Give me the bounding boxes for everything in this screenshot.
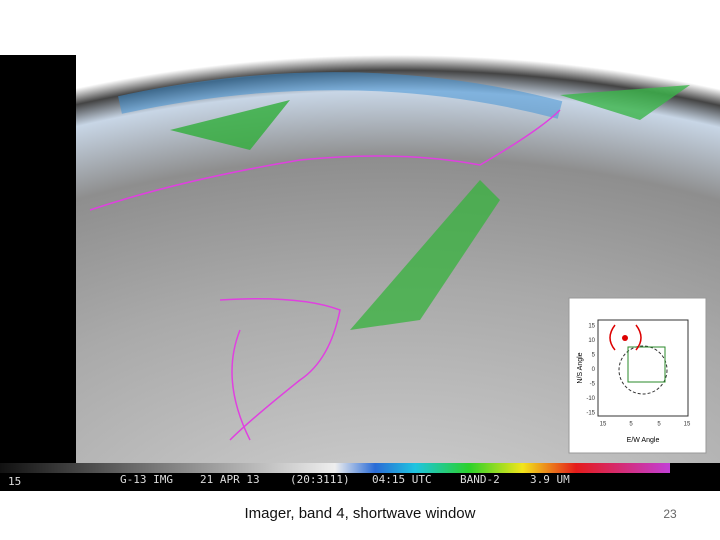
frame-label: 15 [8,475,21,488]
date-label: 21 APR 13 [200,473,260,486]
inset-x-label: 5 [629,422,633,428]
satellite-image: 15 G-13 IMG 21 APR 13 (20:3111) 04:15 UT… [0,55,720,491]
cloud [170,100,290,150]
inset-y-label: 0 [592,367,596,373]
inset-y-title: N/S Angle [577,352,584,383]
caption: Imager, band 4, shortwave window [244,505,476,522]
cloud-band [350,180,500,330]
boundaries [89,109,561,441]
satellite-label: G-13 IMG [120,473,173,486]
inset-x-label: 15 [684,422,691,428]
inset-box [627,346,666,383]
cloud [560,85,690,120]
inset-axes [597,319,689,417]
inset-x-title: E/W Angle [627,437,660,444]
inset-y-label: -15 [586,411,595,417]
inset-circle [618,345,668,395]
inset-frame [568,297,707,454]
inset-x-label: 5 [657,422,661,428]
band-label: BAND-2 [460,473,500,486]
page-number: 23 [663,507,677,521]
time-label: 04:15 UTC [372,473,432,486]
inset-y-label: 10 [588,338,595,344]
inset-arc [609,324,642,351]
wavelength-label: 3.9 UM [530,473,570,486]
inset-y-label: -5 [590,382,596,388]
inset-y-label: 15 [588,324,595,330]
black-strip [0,55,76,463]
inset-dot [622,335,628,341]
inset-x-label: 15 [600,422,607,428]
inset-y-label: -10 [586,396,595,402]
color-scale [0,463,670,473]
cloud-edge [118,72,563,119]
inset-y-label: 5 [592,353,596,359]
inset: 15 10 5 0 -5 -10 -15 15 5 5 15 N/S Angle E/W Angl… [568,297,707,454]
day-label: (20:3111) [290,473,350,486]
